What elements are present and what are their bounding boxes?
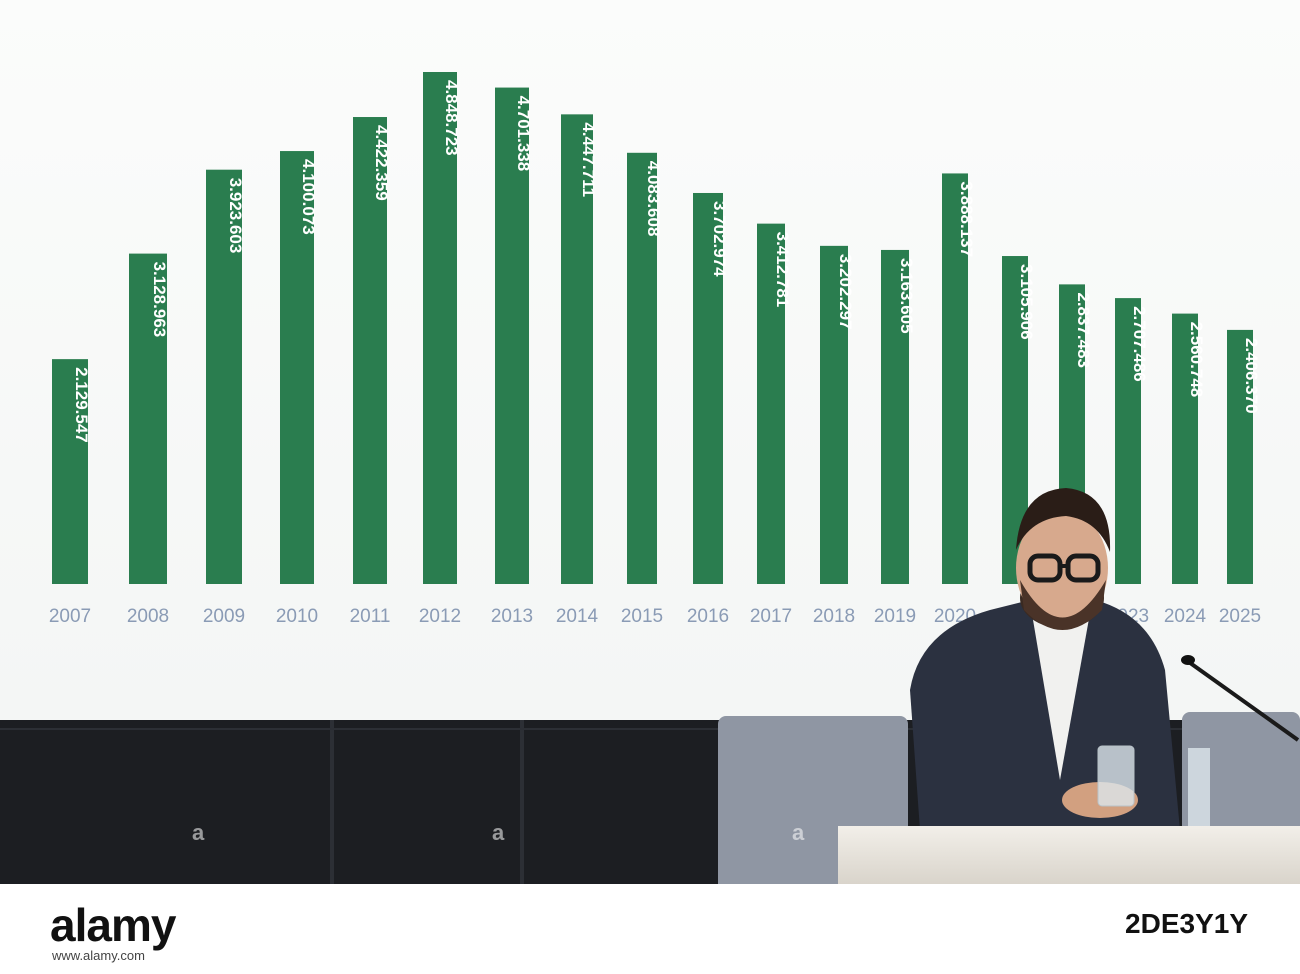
data-label-2017: 3.412.781 — [773, 232, 792, 308]
data-label-2015: 4.083.608 — [644, 161, 663, 237]
data-label-2018: 3.202.297 — [836, 254, 855, 330]
tick-label-2008: 2008 — [127, 606, 169, 627]
data-label-2020: 3.888.137 — [957, 181, 976, 257]
bar-2008 — [129, 253, 167, 585]
bar-2018 — [820, 245, 848, 584]
data-label-2016: 3.702.974 — [710, 201, 729, 277]
bar-2011 — [353, 117, 387, 585]
site-url[interactable]: www.alamy.com — [52, 948, 145, 963]
tick-label-2012: 2012 — [419, 606, 461, 627]
desk — [838, 826, 1300, 884]
watermark-text: a — [192, 820, 205, 845]
data-label-2014: 4.447.711 — [579, 122, 598, 197]
bar-chart: 2.129.547 2007 3.128.963 2008 3.923.603 2009 4… — [49, 72, 1261, 627]
watermark-text: a — [492, 820, 505, 845]
bar-2007 — [52, 359, 88, 584]
data-label-2008: 3.128.963 — [150, 262, 169, 338]
tick-label-2015: 2015 — [621, 606, 663, 627]
bar-2010 — [280, 151, 314, 584]
data-label-2022: 2.837.483 — [1074, 292, 1093, 368]
microphone-icon — [1181, 655, 1300, 742]
tick-label-2019: 2019 — [874, 606, 916, 627]
tick-label-2024: 2024 — [1164, 606, 1207, 627]
tick-label-2014: 2014 — [556, 606, 599, 627]
image-id: 2DE3Y1Y — [1125, 908, 1248, 939]
data-label-2025: 2.406.370 — [1242, 338, 1261, 414]
bar-2025 — [1227, 329, 1253, 584]
bar-2009 — [206, 169, 242, 584]
press-conference-photo: 2.129.547 2007 3.128.963 2008 3.923.603 2009 4… — [0, 0, 1300, 884]
tick-label-2018: 2018 — [813, 606, 855, 627]
data-label-2011: 4.422.359 — [372, 125, 391, 201]
data-label-2010: 4.100.073 — [299, 159, 318, 235]
tick-label-2011: 2011 — [350, 606, 391, 627]
data-label-2024: 2.560.748 — [1187, 322, 1206, 398]
tick-label-2025: 2025 — [1219, 606, 1261, 627]
bar-2014 — [561, 114, 593, 584]
data-label-2013: 4.701.338 — [514, 96, 533, 172]
data-label-2021: 3.105.906 — [1017, 264, 1036, 340]
bar-2013 — [495, 87, 529, 584]
bar-2017 — [757, 223, 785, 584]
tick-label-2010: 2010 — [276, 606, 318, 627]
bar-2023 — [1115, 298, 1141, 584]
bar-2020 — [942, 173, 968, 584]
tick-label-2009: 2009 — [203, 606, 245, 627]
tick-label-2017: 2017 — [750, 606, 792, 627]
projection-screen: 2.129.547 2007 3.128.963 2008 3.923.603 2009 4… — [0, 0, 1300, 720]
bar-2012 — [423, 72, 457, 584]
bar-2015 — [627, 152, 657, 584]
bar-2019 — [881, 249, 909, 584]
alamy-logo[interactable]: alamy — [50, 899, 176, 951]
data-label-2023: 2.707.486 — [1130, 306, 1149, 382]
data-label-2012: 4.848.723 — [442, 80, 461, 156]
data-label-2019: 3.163.605 — [897, 258, 916, 334]
data-label-2007: 2.129.547 — [72, 367, 91, 443]
bar-2024 — [1172, 313, 1198, 584]
tick-label-2016: 2016 — [687, 606, 729, 627]
watermark-text: a — [792, 820, 805, 845]
tick-label-2013: 2013 — [491, 606, 533, 627]
data-label-2009: 3.923.603 — [226, 178, 245, 254]
speaker-person — [910, 488, 1210, 830]
bar-2016 — [693, 192, 723, 584]
stock-banner — [0, 884, 1300, 974]
tick-label-2007: 2007 — [49, 606, 91, 627]
